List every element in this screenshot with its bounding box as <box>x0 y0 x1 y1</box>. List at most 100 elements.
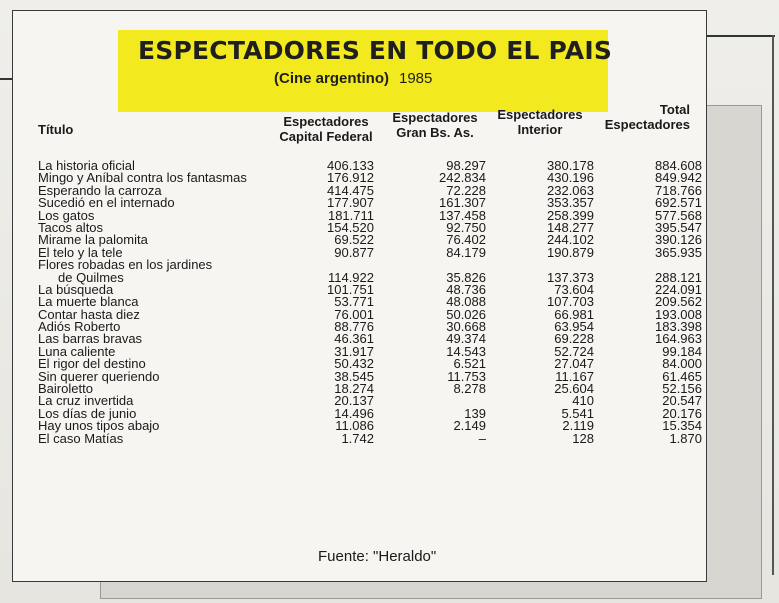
table-row: Las barras bravas 46.361 49.374 69.228 164.9… <box>38 331 702 347</box>
cell-c4: 183.398 <box>655 319 702 335</box>
cell-c3: 52.724 <box>554 343 594 359</box>
cell-c3: 5.541 <box>561 405 594 421</box>
film-title: El rigor del destino <box>38 356 146 372</box>
cell-c4: 20.547 <box>662 393 702 409</box>
cell-c4: 390.126 <box>655 232 702 248</box>
film-title: Luna caliente <box>38 343 116 359</box>
cell-c2: 242.834 <box>439 170 486 186</box>
cell-c3: 69.228 <box>554 331 594 347</box>
table-row: Sucedió en el internado 177.907 161.307 353… <box>38 195 702 211</box>
cell-c2: 6.521 <box>453 356 486 372</box>
cell-c2: 2.149 <box>453 418 486 434</box>
film-title: La historia oficial <box>38 158 135 173</box>
data-table: La historia oficial 406.133 98.297 380.178 8… <box>38 158 702 446</box>
cell-c4: 61.465 <box>662 368 702 384</box>
film-title: Adiós Roberto <box>38 319 121 335</box>
cell-c3: 148.277 <box>547 219 594 235</box>
table-row: Bairoletto 18.274 8.278 25.604 52.156 <box>38 381 702 397</box>
cell-c3: 128 <box>572 430 594 446</box>
table-row: Hay unos tipos abajo 11.086 2.149 2.119 15.3… <box>38 418 702 434</box>
cell-c2: 84.179 <box>446 244 486 260</box>
cell-c3: 66.981 <box>554 306 594 322</box>
cell-c2: – <box>478 430 486 446</box>
cell-c4: 849.942 <box>655 170 702 186</box>
table-row: de Quilmes 114.922 35.826 137.373 288.121 <box>38 269 702 285</box>
table-row: La cruz invertida 20.137 410 20.547 <box>38 393 702 409</box>
cell-c1: 14.496 <box>334 405 374 421</box>
film-title: Esperando la carroza <box>38 182 162 198</box>
cell-c4: 718.766 <box>655 182 702 198</box>
table-row: La búsqueda 101.751 48.736 73.604 224.091 <box>38 281 702 297</box>
cell-c2: 48.088 <box>446 294 486 310</box>
cell-c2: 76.402 <box>446 232 486 248</box>
header-total-line1: Total <box>659 102 690 117</box>
table-row: El caso Matías 1.742 – 128 1.870 <box>38 430 702 446</box>
cell-c1: 154.520 <box>327 219 374 235</box>
header-capital: Espectadores Capital Federal <box>276 114 376 144</box>
cell-c4: 224.091 <box>655 281 702 297</box>
table-row: Luna caliente 31.917 14.543 52.724 99.184 <box>38 343 702 359</box>
cell-c4: 20.176 <box>662 405 702 421</box>
table-row: Sin querer queriendo 38.545 11.753 11.167 61… <box>38 368 702 384</box>
cell-c1: 76.001 <box>334 306 374 322</box>
cell-c3: 232.063 <box>547 182 594 198</box>
film-title: Las barras bravas <box>38 331 143 347</box>
film-title: Bairoletto <box>38 381 93 397</box>
table-row: Mirame la palomita 69.522 76.402 244.102 390… <box>38 232 702 248</box>
cell-c4: 365.935 <box>655 244 702 260</box>
cell-c2: 11.753 <box>447 368 486 384</box>
table-row: Esperando la carroza 414.475 72.228 232.063… <box>38 182 702 198</box>
cell-c2: 92.750 <box>446 219 486 235</box>
cell-c1: 414.475 <box>327 182 374 198</box>
film-title: Sucedió en el internado <box>38 195 175 211</box>
cell-c3: 380.178 <box>547 158 594 173</box>
cell-c4: 288.121 <box>655 269 702 285</box>
cell-c3: 63.954 <box>554 319 594 335</box>
table-row: La muerte blanca 53.771 48.088 107.703 209.5… <box>38 294 702 310</box>
cell-c3: 27.047 <box>554 356 594 372</box>
film-title: El caso Matías <box>38 430 124 446</box>
subtitle-label: (Cine argentino) <box>274 70 389 87</box>
film-title: La búsqueda <box>38 281 114 297</box>
cell-c1: 181.711 <box>327 207 374 223</box>
cell-c1: 176.912 <box>327 170 374 186</box>
cell-c1: 406.133 <box>327 158 374 173</box>
table-row: El rigor del destino 50.432 6.521 27.047 84.… <box>38 356 702 372</box>
cell-c1: 11.086 <box>335 418 374 434</box>
table-row: Tacos altos 154.520 92.750 148.277 395.547 <box>38 219 702 235</box>
source-note: Fuente: "Heraldo" <box>318 548 437 565</box>
cell-c3: 25.604 <box>554 381 594 397</box>
cell-c1: 38.545 <box>334 368 374 384</box>
cell-c1: 90.877 <box>334 244 374 260</box>
header-interior: Espectadores Interior <box>492 107 588 137</box>
table-row: La historia oficial 406.133 98.297 380.178 8… <box>38 158 702 173</box>
film-title: Mingo y Aníbal contra los fantasmas <box>38 170 247 186</box>
cell-c3: 258.399 <box>547 207 594 223</box>
header-gba-line2: Gran Bs. As. <box>396 125 474 140</box>
cell-c1: 53.771 <box>334 294 374 310</box>
right-edge-rule <box>772 35 774 575</box>
cell-c3: 73.604 <box>554 281 594 297</box>
cell-c1: 69.522 <box>334 232 374 248</box>
header-gba: Espectadores Gran Bs. As. <box>390 110 480 140</box>
cell-c4: 884.608 <box>655 158 702 173</box>
cell-c3: 190.879 <box>547 244 594 260</box>
cell-c4: 84.000 <box>662 356 702 372</box>
table-row: El telo y la tele 90.877 84.179 190.879 365.… <box>38 244 702 260</box>
cell-c3: 244.102 <box>547 232 594 248</box>
header-titulo-text: Título <box>38 122 74 137</box>
cell-c2: 35.826 <box>446 269 486 285</box>
table-row: Adiós Roberto 88.776 30.668 63.954 183.398 <box>38 319 702 335</box>
cell-c1: 20.137 <box>334 393 374 409</box>
table-row: Los gatos 181.711 137.458 258.399 577.568 <box>38 207 702 223</box>
cell-c1: 1.742 <box>341 430 374 446</box>
cell-c2: 8.278 <box>453 381 486 397</box>
cell-c4: 164.963 <box>655 331 702 347</box>
header-interior-line1: Espectadores <box>497 107 583 122</box>
film-title: Contar hasta diez <box>38 306 140 322</box>
cell-c2: 161.307 <box>439 195 486 211</box>
header-total-line2: Espectadores <box>604 117 690 132</box>
cell-c3: 430.196 <box>547 170 594 186</box>
title-highlight <box>118 30 608 112</box>
cell-c2: 48.736 <box>446 281 486 297</box>
